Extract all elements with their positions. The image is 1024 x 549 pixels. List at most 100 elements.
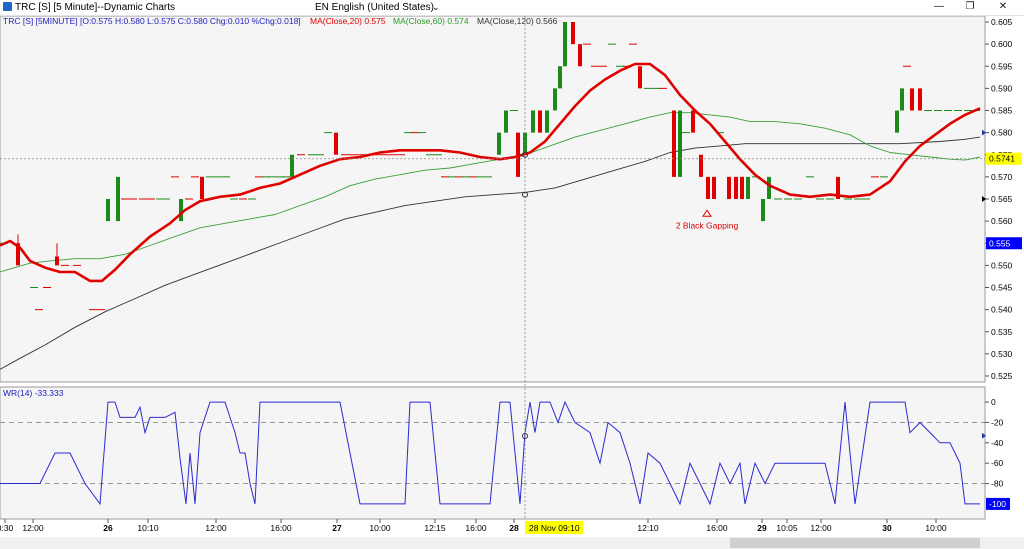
candle-down <box>16 243 20 266</box>
ma120-legend: MA(Close,120) 0.566 <box>477 16 558 26</box>
x-tick-label: 12:10 <box>637 523 659 533</box>
candle-up <box>678 110 682 177</box>
chart-area[interactable]: 0.525 0.530 0.535 0.540 0.545 0.550 0.555 0.560… <box>0 15 1024 549</box>
x-tick-label: 28 <box>509 523 519 533</box>
x-tick-label: 0:30 <box>0 523 14 533</box>
x-tick-label: 30 <box>882 523 892 533</box>
x-tick-label: 16:00 <box>465 523 487 533</box>
x-tick-label: 27 <box>332 523 342 533</box>
candle-up <box>531 110 535 133</box>
y-tick-label: 0.525 <box>991 371 1013 381</box>
x-tick-label: 10:10 <box>137 523 159 533</box>
x-tick-label: 12:00 <box>205 523 227 533</box>
y-tick-label: 0.605 <box>991 17 1013 27</box>
y-tick-label: 0.590 <box>991 83 1013 93</box>
y-tick-label: 0.565 <box>991 194 1013 204</box>
wr-y-tick-label: -60 <box>991 458 1004 468</box>
x-axis: 0:30 12:00 26 10:10 12:00 16:00 27 10:00 12:15 16… <box>0 519 947 534</box>
candles <box>0 22 980 311</box>
ma60-legend: MA(Close,60) 0.574 <box>393 16 469 26</box>
candle-down <box>734 176 738 199</box>
candle-up <box>290 154 294 177</box>
candle-up <box>179 199 183 222</box>
candle-down <box>538 110 542 133</box>
candle-up <box>545 110 549 133</box>
chevron-down-icon[interactable]: ⌄ <box>432 2 440 12</box>
ma20-legend: MA(Close,20) 0.575 <box>310 16 386 26</box>
price-y-axis: 0.525 0.530 0.535 0.540 0.545 0.550 0.555 0.560… <box>985 17 1013 381</box>
crosshair <box>0 16 985 519</box>
y-tick-label: 0.530 <box>991 349 1013 359</box>
wr-series <box>0 400 980 506</box>
wr-y-axis: 0 -20 -40 -60 -80 <box>985 397 1004 489</box>
language-selector[interactable]: EN English (United States) <box>315 2 434 13</box>
candle-down <box>727 176 731 199</box>
ma120-line <box>0 136 981 370</box>
price-marker-label: 0.555 <box>989 238 1011 248</box>
window-title: TRC [S] [5 Minute]--Dynamic Charts <box>15 2 176 13</box>
x-tick-label: 10:00 <box>925 523 947 533</box>
price-marker-box <box>986 152 1022 165</box>
x-tick-label: 12:00 <box>22 523 44 533</box>
x-tick-label: 12:00 <box>810 523 832 533</box>
candle-down <box>200 176 204 199</box>
wr-y-tick-label: 0 <box>991 397 996 407</box>
candle-down <box>910 88 914 111</box>
candle-up <box>106 199 110 222</box>
candle-up <box>558 66 562 89</box>
candle-down <box>699 154 703 177</box>
x-tick-label: 10:05 <box>776 523 798 533</box>
x-tick-label: 29 <box>757 523 767 533</box>
candle-up <box>116 176 120 222</box>
ma120-series <box>0 136 981 370</box>
wr-legend: WR(14) -33.333 <box>3 388 64 398</box>
wr-y-tick-label: -80 <box>991 479 1004 489</box>
title-bar: TRC [S] [5 Minute]--Dynamic Charts EN En… <box>0 0 1024 16</box>
y-tick-label: 0.580 <box>991 128 1013 138</box>
candle-down <box>918 88 922 111</box>
annotation-label: 2 Black Gapping <box>676 220 739 230</box>
candle-down <box>55 256 59 266</box>
crosshair-date-box <box>525 521 583 534</box>
candle-up <box>761 199 765 222</box>
y-tick-label: 0.550 <box>991 260 1013 270</box>
x-tick-label: 16:00 <box>270 523 292 533</box>
candle-down <box>334 132 338 155</box>
axis-arrow <box>982 196 986 202</box>
y-tick-label: 0.595 <box>991 61 1013 71</box>
x-tick-label: 12:15 <box>424 523 446 533</box>
minimize-button[interactable]: — <box>934 1 944 12</box>
chart-svg[interactable]: 0.525 0.530 0.535 0.540 0.545 0.550 0.555 0.560… <box>0 15 1024 537</box>
candle-down <box>740 176 744 199</box>
crosshair-point <box>522 191 528 198</box>
scrollbar-thumb[interactable] <box>730 538 980 548</box>
crosshair-point <box>522 151 528 158</box>
candle-up <box>746 176 750 199</box>
ma20-line <box>0 62 981 283</box>
candle-up <box>563 22 567 67</box>
candle-down <box>691 110 695 133</box>
candle-up <box>900 88 904 111</box>
wr-gridlines <box>0 422 985 484</box>
annotation-triangle <box>702 209 712 217</box>
annotation: 2 Black Gapping <box>676 209 739 230</box>
wr-y-tick-label: -40 <box>991 438 1004 448</box>
price-markers: 0.5741 0.555 -100 <box>982 129 1022 510</box>
candle-down <box>706 176 710 199</box>
crosshair-point <box>522 433 528 440</box>
candle-down <box>672 110 676 177</box>
candle-up <box>895 110 899 133</box>
app-icon <box>3 2 12 11</box>
restore-button[interactable]: ❐ <box>965 1 975 12</box>
candle-up <box>767 176 771 199</box>
symbol-header: TRC [S] [5MINUTE] [O:0.575 H:0.580 L:0.5… <box>3 16 301 26</box>
x-tick-label: 10:00 <box>369 523 391 533</box>
y-tick-label: 0.560 <box>991 216 1013 226</box>
wr-y-tick-label: -20 <box>991 417 1004 427</box>
wr-pane[interactable] <box>0 386 986 520</box>
candle-up <box>553 88 557 111</box>
crosshair-date-label: 28 Nov 09:10 <box>529 523 580 533</box>
close-button[interactable]: ✕ <box>998 1 1008 12</box>
price-marker-label: 0.5741 <box>989 154 1015 164</box>
wr-line <box>0 400 980 506</box>
